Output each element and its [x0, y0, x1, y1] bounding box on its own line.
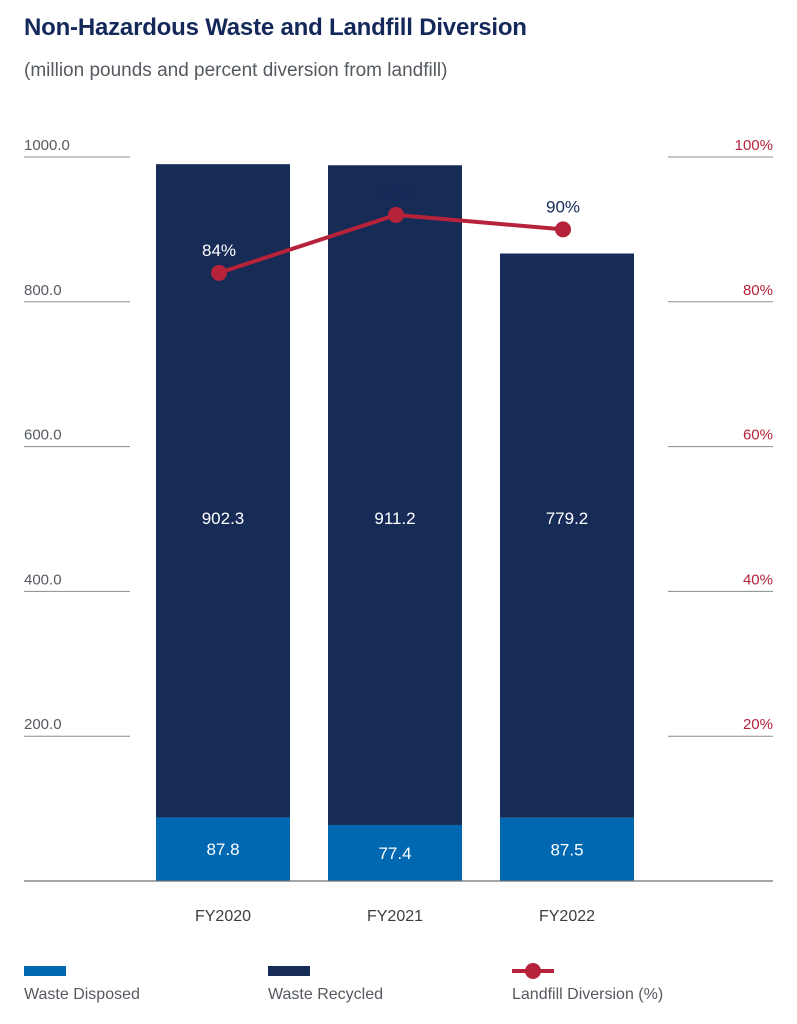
diversion-point: [388, 206, 404, 223]
bar-recycled-fy2021: [328, 165, 462, 825]
legend-swatch-disposed: [24, 966, 66, 976]
chart-plot: 200.0 400.0 600.0 800.0 1000.0 20% 40% 60% 80% 10…: [24, 137, 773, 925]
bar-disposed-fy2022: [500, 817, 634, 881]
left-axis-tick-label: 400.0: [24, 571, 62, 588]
data-label-recycled: 911.2: [374, 509, 415, 528]
data-label-disposed: 87.8: [206, 840, 239, 859]
right-axis-tick-label: 80%: [743, 282, 773, 299]
right-axis-tick-label: 60%: [743, 427, 773, 444]
diversion-point: [555, 221, 571, 238]
bar-recycled-fy2020: [156, 164, 290, 818]
data-label-disposed: 87.5: [550, 840, 583, 859]
right-axis-tick-label: 100%: [735, 137, 773, 154]
data-label-recycled: 779.2: [546, 509, 589, 528]
legend-marker-diversion: [525, 963, 541, 979]
right-axis-tick-label: 40%: [743, 571, 773, 588]
left-axis-tick-label: 200.0: [24, 716, 62, 733]
x-axis-category-label: FY2022: [539, 908, 595, 925]
left-axis-tick-label: 800.0: [24, 282, 62, 299]
legend-swatch-recycled: [268, 966, 310, 976]
left-axis-tick-label: 600.0: [24, 427, 62, 444]
x-axis-category-label: FY2021: [367, 908, 423, 925]
x-axis-category-label: FY2020: [195, 908, 251, 925]
legend-label-recycled: Waste Recycled: [268, 986, 383, 1003]
data-label-diversion: 84%: [202, 241, 236, 260]
chart-subtitle: (million pounds and percent diversion fr…: [24, 60, 448, 81]
legend-label-diversion: Landfill Diversion (%): [512, 986, 664, 1003]
bar-recycled-fy2022: [500, 253, 634, 818]
chart-title: Non-Hazardous Waste and Landfill Diversi…: [24, 14, 527, 41]
data-label-diversion: 90%: [546, 197, 580, 216]
legend-label-disposed: Waste Disposed: [24, 986, 140, 1003]
right-axis-tick-label: 20%: [743, 716, 773, 733]
data-label-diversion: 92%: [379, 183, 413, 202]
data-label-disposed: 77.4: [378, 844, 411, 863]
data-label-recycled: 902.3: [202, 509, 245, 528]
left-axis-tick-label: 1000.0: [24, 137, 70, 154]
diversion-point: [211, 264, 227, 281]
bar-disposed-fy2020: [156, 817, 290, 881]
bar-disposed-fy2021: [328, 824, 462, 881]
